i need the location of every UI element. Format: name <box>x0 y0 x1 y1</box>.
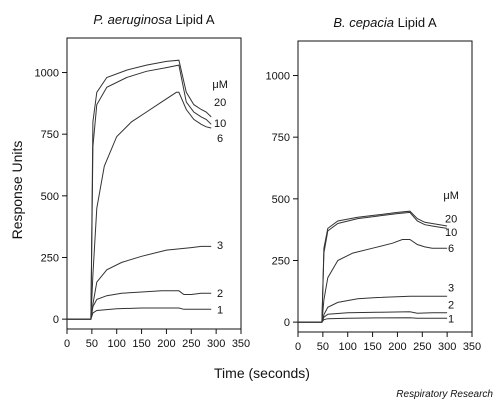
concentration-label: 20 <box>445 214 457 226</box>
y-tick-label: 750 <box>272 132 290 144</box>
concentration-label: 1 <box>448 313 454 325</box>
x-tick-label: 200 <box>388 341 406 353</box>
unit-label: μM <box>212 79 228 91</box>
y-tick-label: 500 <box>272 194 290 206</box>
series-line-6uM <box>67 91 212 320</box>
concentration-label: 20 <box>214 97 226 109</box>
panel-b-cepacia: B. cepacia Lipid A0 50 100 150 200 250 300 3500… <box>266 15 482 353</box>
series-line-20uM <box>67 59 212 320</box>
x-tick-label: 350 <box>463 341 481 353</box>
concentration-label: 1 <box>217 304 223 316</box>
x-tick-label: 300 <box>207 338 225 350</box>
concentration-label: 3 <box>448 283 454 295</box>
series-line-1uM <box>67 307 212 320</box>
x-tick-label: 300 <box>438 341 456 353</box>
unit-label: μM <box>443 190 459 202</box>
y-axis-title: Response Units <box>9 141 25 240</box>
x-tick-label: 100 <box>339 341 357 353</box>
concentration-label: 6 <box>217 133 223 145</box>
x-tick-label: 50 <box>86 338 98 350</box>
panel-p-aeruginosa: P. aeruginosa Lipid A0 50 100 150 200 250 300 3… <box>35 12 251 350</box>
series-line-10uM <box>298 211 448 323</box>
panel-title-species: P. aeruginosa <box>93 12 172 27</box>
series-line-3uM <box>298 295 448 323</box>
series-line-2uM <box>67 290 212 320</box>
series-line-20uM <box>298 210 448 323</box>
panel-title: B. cepacia Lipid A <box>333 15 437 30</box>
concentration-label: 2 <box>448 299 454 311</box>
x-tick-label: 0 <box>295 341 301 353</box>
x-tick-label: 100 <box>108 338 126 350</box>
y-tick-label: 750 <box>41 129 59 141</box>
series-line-10uM <box>67 64 212 320</box>
concentration-label: 3 <box>217 240 223 252</box>
series-line-2uM <box>298 311 448 323</box>
y-tick-label: 0 <box>53 314 59 326</box>
x-tick-label: 50 <box>317 341 329 353</box>
x-tick-label: 0 <box>64 338 70 350</box>
panel-title: P. aeruginosa Lipid A <box>93 12 215 27</box>
y-tick-label: 1000 <box>266 71 290 83</box>
x-tick-label: 150 <box>132 338 150 350</box>
x-tick-label: 150 <box>363 341 381 353</box>
y-tick-label: 250 <box>41 252 59 264</box>
series-line-1uM <box>298 317 448 323</box>
x-axis-title: Time (seconds) <box>214 365 310 381</box>
plot-frame <box>66 37 242 330</box>
credit-text: Respiratory Research <box>396 389 493 400</box>
panel-title-species: B. cepacia <box>333 15 394 30</box>
concentration-label: 10 <box>445 227 457 239</box>
x-tick-label: 350 <box>232 338 250 350</box>
series-line-6uM <box>298 239 448 323</box>
concentration-label: 2 <box>217 288 223 300</box>
x-tick-label: 250 <box>413 341 431 353</box>
y-tick-label: 250 <box>272 255 290 267</box>
panel-title-suffix: Lipid A <box>172 12 215 27</box>
concentration-label: 10 <box>214 118 226 130</box>
y-tick-label: 500 <box>41 191 59 203</box>
y-tick-label: 0 <box>284 317 290 329</box>
concentration-label: 6 <box>448 243 454 255</box>
y-tick-label: 1000 <box>35 68 59 80</box>
panel-title-suffix: Lipid A <box>394 15 437 30</box>
x-tick-label: 250 <box>182 338 200 350</box>
plot-frame <box>297 40 473 333</box>
x-tick-label: 200 <box>157 338 175 350</box>
